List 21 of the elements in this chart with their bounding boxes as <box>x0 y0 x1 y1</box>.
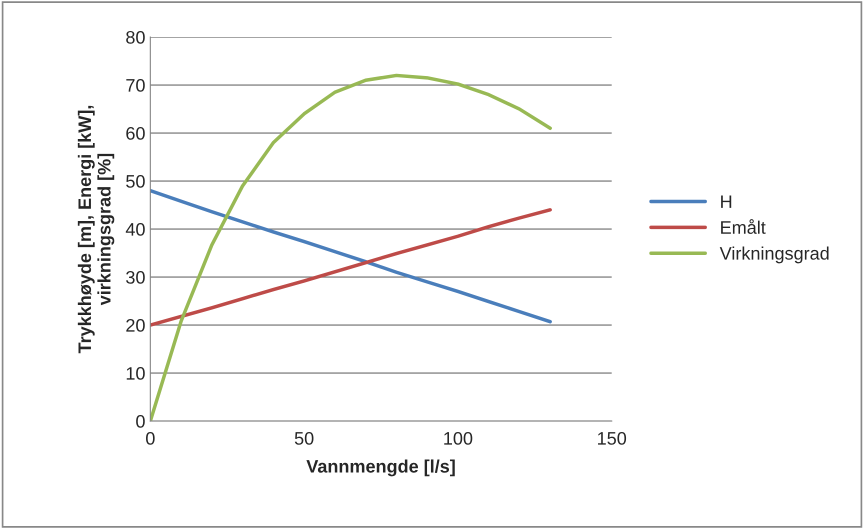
x-tick-label: 150 <box>598 432 626 445</box>
legend-label: Virkningsgrad <box>720 246 829 264</box>
x-tick-label: 100 <box>444 432 472 445</box>
legend-label: H <box>721 195 732 208</box>
y-tick-label: 0 <box>136 415 145 428</box>
line-series <box>150 188 552 324</box>
line-series <box>150 208 552 327</box>
y-tick-label: 40 <box>126 222 145 236</box>
y-tick-label: 80 <box>126 30 145 44</box>
y-tick-label: 10 <box>126 367 145 380</box>
x-tick-label: 50 <box>294 432 314 445</box>
legend-label: Emålt <box>721 219 766 234</box>
line-series <box>150 74 552 422</box>
y-tick-label: 50 <box>126 174 145 188</box>
y-tick-label: 70 <box>126 78 145 92</box>
y-tick-label: 60 <box>126 126 145 140</box>
x-axis-title: Vannmengde [l/s] <box>306 459 455 476</box>
y-tick-label: 30 <box>126 271 145 284</box>
x-tick-label: 0 <box>146 432 155 445</box>
y-axis-title: Trykkhøyde [m], Energi [kW], virkningsgrad [%] <box>78 106 114 354</box>
y-tick-label: 20 <box>126 319 145 332</box>
